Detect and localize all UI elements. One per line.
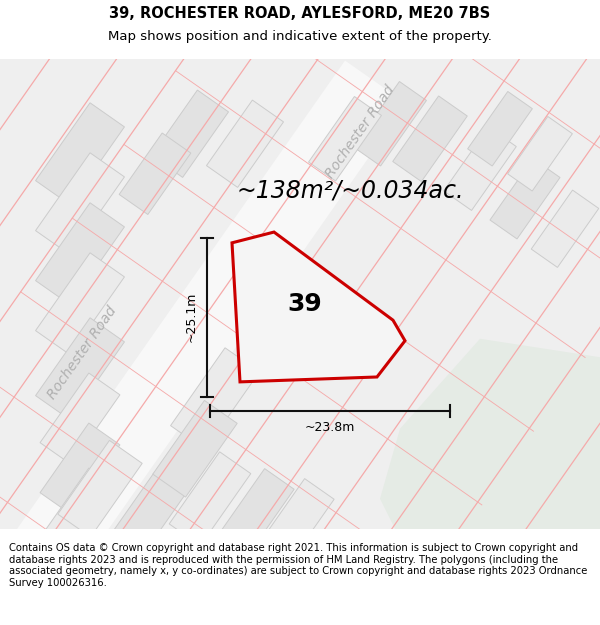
- Polygon shape: [40, 468, 120, 559]
- Polygon shape: [380, 339, 600, 599]
- Polygon shape: [119, 133, 191, 214]
- Polygon shape: [308, 96, 382, 181]
- Polygon shape: [35, 202, 124, 305]
- Polygon shape: [40, 373, 120, 464]
- Polygon shape: [40, 423, 120, 514]
- Polygon shape: [467, 91, 532, 166]
- Polygon shape: [58, 441, 142, 537]
- Polygon shape: [490, 159, 560, 239]
- Polygon shape: [169, 452, 251, 546]
- Polygon shape: [105, 473, 185, 564]
- Text: ~23.8m: ~23.8m: [305, 421, 355, 434]
- Polygon shape: [393, 96, 467, 181]
- Text: 39: 39: [287, 291, 322, 316]
- Polygon shape: [153, 401, 237, 497]
- Polygon shape: [35, 102, 124, 205]
- Text: Contains OS data © Crown copyright and database right 2021. This information is : Contains OS data © Crown copyright and d…: [9, 543, 587, 588]
- Text: Rochester Road: Rochester Road: [45, 304, 119, 401]
- Polygon shape: [35, 253, 124, 355]
- Polygon shape: [151, 90, 229, 178]
- Text: Rochester Road: Rochester Road: [323, 83, 397, 181]
- Text: ~25.1m: ~25.1m: [185, 292, 197, 342]
- Polygon shape: [170, 348, 259, 450]
- Polygon shape: [0, 61, 406, 625]
- Polygon shape: [35, 152, 124, 255]
- Polygon shape: [508, 116, 572, 191]
- Text: 39, ROCHESTER ROAD, AYLESFORD, ME20 7BS: 39, ROCHESTER ROAD, AYLESFORD, ME20 7BS: [109, 6, 491, 21]
- Polygon shape: [206, 100, 284, 188]
- Polygon shape: [256, 479, 334, 569]
- Polygon shape: [216, 469, 294, 559]
- Polygon shape: [444, 127, 516, 211]
- Polygon shape: [353, 81, 427, 166]
- Polygon shape: [531, 190, 599, 268]
- Polygon shape: [35, 318, 124, 420]
- Text: Map shows position and indicative extent of the property.: Map shows position and indicative extent…: [108, 30, 492, 43]
- Text: ~138m²/~0.034ac.: ~138m²/~0.034ac.: [236, 179, 464, 203]
- Polygon shape: [232, 232, 405, 382]
